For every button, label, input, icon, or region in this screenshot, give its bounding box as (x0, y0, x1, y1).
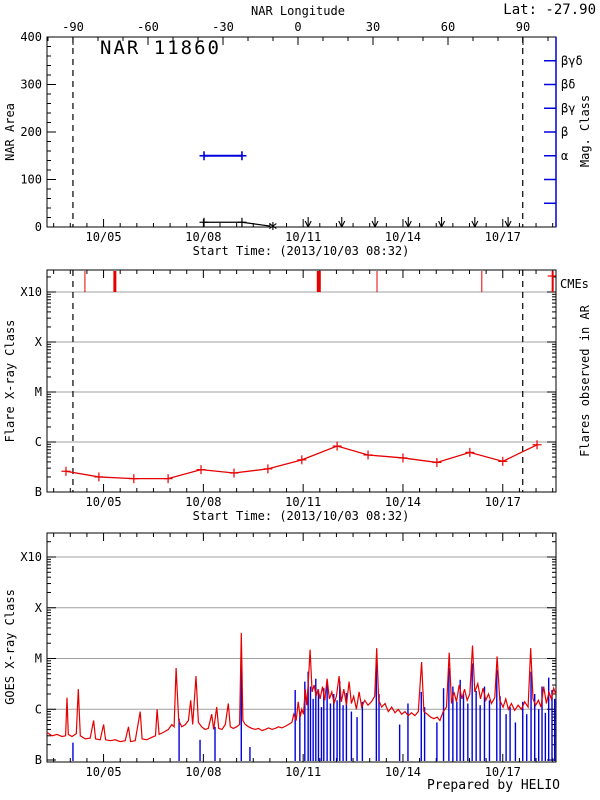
goes-panel: B C M X X10 10/05 10/08 10/11 10/14 10/17 GOES X-r… (3, 532, 560, 793)
x-tick-label: 10/05 (85, 230, 121, 244)
latitude-annotation: Lat: -27.90 (503, 2, 596, 18)
credit-label: Prepared by HELIO (427, 778, 560, 793)
goes-long-series (46, 632, 557, 743)
cme-marks (84, 271, 556, 292)
x-tick-label: 10/05 (85, 495, 121, 509)
flares-panel-frame (46, 269, 557, 493)
x-tick-label: 10/17 (485, 495, 521, 509)
lon-tick-label: 90 (516, 20, 530, 34)
goes-class-axis-title: GOES X-ray Class (3, 589, 17, 705)
y-tick-label: C (35, 435, 42, 449)
x-tick-label: 10/14 (385, 495, 421, 509)
goes-event-spikes (72, 654, 556, 761)
top-axis-title: NAR Longitude (251, 4, 345, 18)
lon-tick-label: -90 (62, 20, 84, 34)
nar-area-axis-title: NAR Area (3, 103, 17, 161)
y-tick-label: X (35, 335, 43, 349)
x-tick-label: 10/17 (485, 230, 521, 244)
lon-tick-label: -30 (212, 20, 234, 34)
x-axis-title: Start Time: (2013/10/03 08:32) (193, 244, 410, 258)
mag-class-tick-label: βδ (561, 78, 575, 92)
x-tick-label: 10/17 (485, 765, 521, 779)
x-tick-label: 10/05 (85, 765, 121, 779)
x-tick-label: 10/14 (385, 230, 421, 244)
y-tick-label: M (35, 652, 42, 666)
y-tick-label: 100 (20, 173, 42, 187)
x-tick-label: 10/08 (185, 230, 221, 244)
nar-panel-frame (46, 36, 557, 228)
x-tick-label: 10/11 (285, 230, 321, 244)
y-tick-label: B (35, 485, 42, 499)
cmes-label: CMEs (560, 277, 589, 291)
lon-tick-label: 30 (366, 20, 380, 34)
mag-class-tick-label: βγ (561, 101, 575, 115)
panel-title: NAR 11860 (100, 37, 221, 59)
y-tick-label: X10 (20, 550, 42, 564)
x-axis-title: Start Time: (2013/10/03 08:32) (193, 509, 410, 523)
y-tick-label: 0 (35, 220, 42, 234)
lon-tick-label: 0 (294, 20, 301, 34)
y-tick-label: X10 (20, 285, 42, 299)
flares-observed-label: Flares observed in AR (578, 304, 592, 456)
lon-tick-label: 60 (441, 20, 455, 34)
mag-class-axis-title: Mag. Class (578, 95, 592, 167)
y-tick-label: 400 (20, 30, 42, 44)
y-tick-label: 300 (20, 78, 42, 92)
mag-class-tick-label: β (561, 125, 568, 139)
x-tick-label: 10/11 (285, 495, 321, 509)
flare-class-axis-title: Flare X-ray Class (3, 320, 17, 443)
y-tick-label: X (35, 601, 43, 615)
y-tick-label: C (35, 702, 42, 716)
y-tick-label: 200 (20, 125, 42, 139)
x-tick-label: 10/14 (385, 765, 421, 779)
goes-panel-frame (46, 532, 557, 763)
mag-class-tick-label: βγδ (561, 54, 583, 68)
lon-tick-label: -60 (137, 20, 159, 34)
x-tick-label: 10/08 (185, 495, 221, 509)
x-tick-label: 10/11 (285, 765, 321, 779)
mag-class-tick-label: α (561, 149, 568, 163)
y-tick-label: B (35, 753, 42, 767)
flares-panel: B C M X X10 10/05 10/08 10/11 10/14 10/17 Start Ti… (3, 269, 592, 523)
y-tick-label: M (35, 385, 42, 399)
x-tick-label: 10/08 (185, 765, 221, 779)
